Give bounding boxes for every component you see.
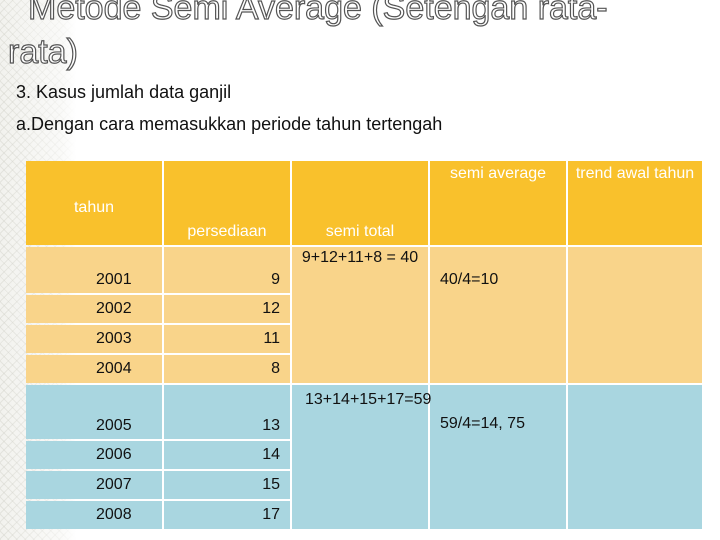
cell-persediaan: 13 bbox=[164, 385, 290, 439]
cell-semi-total: 9+12+11+8 = 40 bbox=[292, 247, 428, 383]
table-row: 2006 14 bbox=[26, 441, 702, 469]
table-row: 2007 15 bbox=[26, 471, 702, 499]
cell-tahun: 2005 bbox=[26, 385, 162, 439]
semi-average-table: tahun persediaan semi total semi average… bbox=[24, 159, 704, 531]
cell-trend bbox=[568, 385, 702, 529]
slide-title-line-1: Metode Semi Average (Setengan rata- bbox=[27, 0, 608, 28]
cell-tahun: 2001 bbox=[26, 247, 162, 293]
cell-semi-total: 13+14+15+17=59 bbox=[292, 385, 432, 529]
table-header-row: tahun persediaan semi total semi average… bbox=[26, 161, 702, 245]
cell-tahun: 2007 bbox=[26, 471, 162, 499]
table-row: 2003 11 bbox=[26, 325, 702, 353]
header-semi-average: semi average bbox=[430, 161, 566, 245]
semi-average-value: 40/4=10 bbox=[440, 271, 499, 288]
header-trend-awal-tahun: trend awal tahun bbox=[568, 161, 702, 245]
slide-subheading: a.Dengan cara memasukkan periode tahun t… bbox=[16, 114, 443, 134]
header-persediaan: persediaan bbox=[164, 161, 290, 245]
cell-tahun: 2008 bbox=[26, 501, 162, 529]
cell-persediaan: 9 bbox=[164, 247, 290, 293]
cell-persediaan: 14 bbox=[164, 441, 290, 469]
cell-trend bbox=[568, 247, 702, 383]
table-row: 2001 9 9+12+11+8 = 40 40/4=10 bbox=[26, 247, 702, 383]
cell-tahun: 2004 bbox=[26, 355, 162, 383]
table-row: 2002 12 bbox=[26, 295, 702, 323]
cell-tahun: 2002 bbox=[26, 295, 162, 323]
semi-total-value: 9+12+11+8 = 40 bbox=[301, 249, 419, 266]
cell-semi-average: 40/4=10 bbox=[430, 247, 566, 383]
cell-tahun: 2003 bbox=[26, 325, 162, 353]
table-row: 2005 13 13+14+15+17=59 59/4=14, 75 bbox=[26, 385, 702, 529]
cell-semi-average: 59/4=14, 75 bbox=[430, 385, 566, 529]
slide-title-line-2: rata) bbox=[7, 32, 78, 71]
cell-persediaan: 11 bbox=[164, 325, 290, 353]
cell-persediaan: 12 bbox=[164, 295, 290, 323]
header-semi-total: semi total bbox=[292, 161, 428, 245]
semi-average-value: 59/4=14, 75 bbox=[440, 415, 525, 432]
header-tahun: tahun bbox=[26, 161, 162, 245]
cell-persediaan: 17 bbox=[164, 501, 290, 529]
slide-subtitle: 3. Kasus jumlah data ganjil bbox=[16, 82, 232, 102]
table-row: 2004 8 bbox=[26, 355, 702, 383]
slide-title: Metode Semi Average (Setengan rata- rata… bbox=[7, 0, 708, 74]
cell-persediaan: 8 bbox=[164, 355, 290, 383]
cell-tahun: 2006 bbox=[26, 441, 162, 469]
cell-persediaan: 15 bbox=[164, 471, 290, 499]
semi-total-value: 13+14+15+17=59 bbox=[305, 391, 432, 408]
table-row: 2008 17 bbox=[26, 501, 702, 529]
